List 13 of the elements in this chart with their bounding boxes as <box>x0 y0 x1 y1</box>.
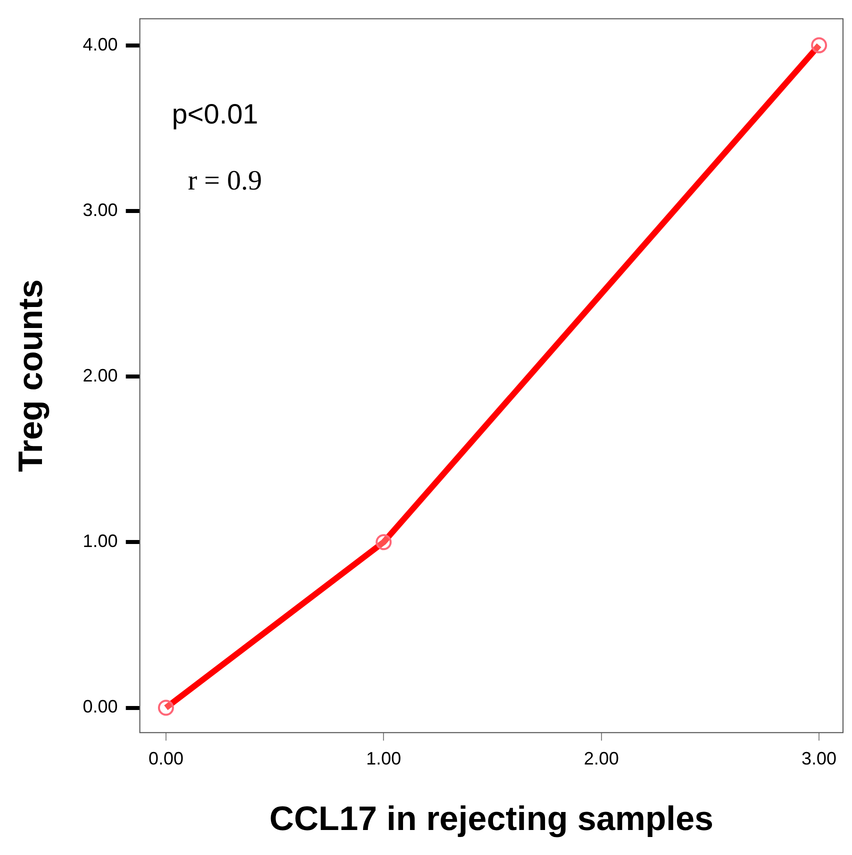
annotation: r = 0.9 <box>188 165 262 196</box>
y-tick-label: 1.00 <box>82 531 118 552</box>
y-tick-label: 3.00 <box>82 200 118 220</box>
y-tick-label: 0.00 <box>82 696 118 717</box>
x-axis-title: CCL17 in rejecting samples <box>269 800 714 838</box>
x-tick-label: 0.00 <box>148 748 184 768</box>
y-tick-label: 2.00 <box>82 365 118 386</box>
y-axis-title: Treg counts <box>12 279 50 472</box>
x-tick-label: 2.00 <box>584 748 619 768</box>
y-tick-label: 4.00 <box>82 34 118 54</box>
x-tick-label: 1.00 <box>366 748 402 768</box>
x-tick-label: 3.00 <box>802 748 837 768</box>
annotation: p<0.01 <box>172 98 258 130</box>
